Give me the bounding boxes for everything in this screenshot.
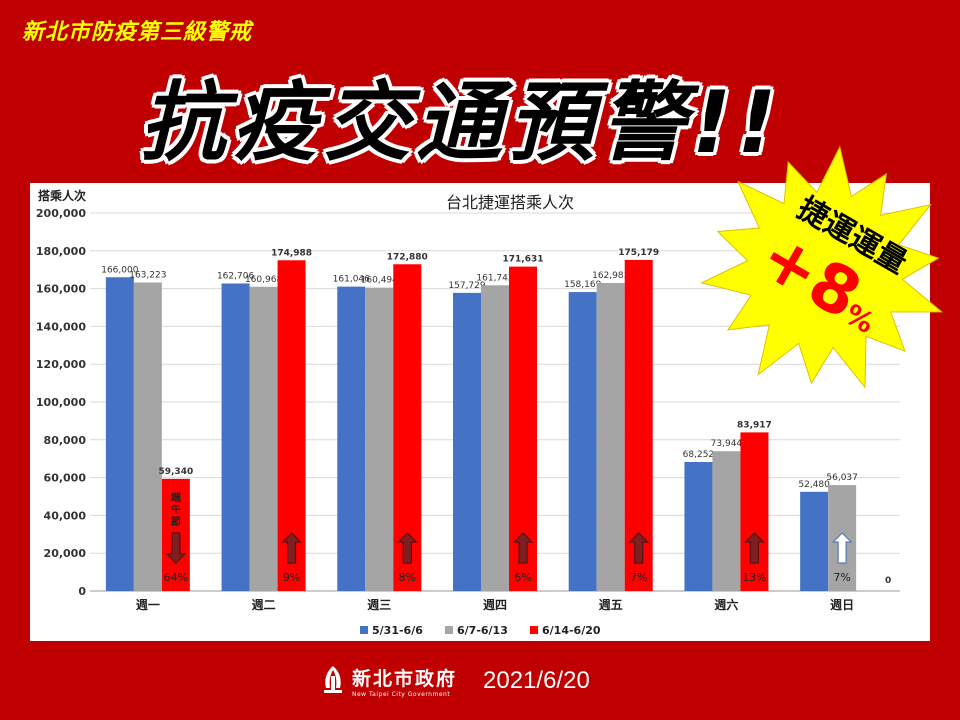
- data-label: 171,631: [503, 255, 544, 265]
- data-label: 174,988: [271, 248, 312, 258]
- change-percent: 7%: [630, 571, 647, 584]
- bar: [684, 462, 713, 591]
- x-tick-label: 週一: [136, 597, 160, 612]
- bar: [365, 287, 394, 591]
- bar: [133, 282, 162, 591]
- x-tick-label: 週二: [252, 597, 276, 612]
- y-tick-label: 100,000: [36, 396, 86, 409]
- legend-label: 5/31-6/6: [372, 624, 423, 637]
- data-label: 172,880: [387, 252, 428, 262]
- y-tick-label: 60,000: [44, 472, 87, 485]
- data-label: 161,046: [333, 275, 370, 285]
- legend-label: 6/14-6/20: [542, 624, 601, 637]
- x-tick-label: 週五: [599, 597, 623, 612]
- data-label: 68,252: [683, 450, 715, 460]
- legend-label: 6/7-6/13: [457, 624, 508, 637]
- up-arrow-icon: [628, 532, 650, 564]
- date-label: 2021/6/20: [483, 667, 590, 694]
- x-tick-label: 週六: [714, 597, 738, 612]
- bar: [221, 283, 250, 591]
- legend-swatch: [445, 626, 453, 634]
- x-tick-label: 週四: [483, 597, 507, 612]
- bar: [568, 292, 597, 591]
- data-label: 0: [885, 576, 891, 586]
- data-label: 163,223: [129, 271, 166, 281]
- government-english-name: New Taipei City Government: [352, 691, 451, 698]
- y-tick-label: 200,000: [36, 207, 86, 220]
- up-arrow-icon: [512, 532, 534, 564]
- x-tick-label: 週三: [367, 597, 391, 612]
- government-name: 新北市政府: [352, 668, 458, 690]
- up-arrow-icon: [831, 532, 853, 564]
- change-percent: 6%: [514, 571, 531, 584]
- y-tick-label: 160,000: [36, 283, 86, 296]
- data-label: 166,000: [101, 265, 138, 275]
- down-arrow-icon: [165, 532, 187, 564]
- data-label: 162,706: [217, 271, 254, 281]
- holiday-note: 端: [171, 491, 181, 504]
- y-tick-label: 0: [78, 585, 86, 598]
- alert-level-label: 新北市防疫第三級警戒: [22, 20, 253, 45]
- bar: [337, 286, 366, 591]
- headline: 抗疫交通預警!!: [138, 72, 783, 175]
- y-tick-label: 20,000: [44, 547, 87, 560]
- legend-swatch: [360, 626, 368, 634]
- data-label: 83,917: [737, 420, 772, 430]
- bar: [712, 451, 741, 591]
- starburst-callout: 捷運運量 +8 %: [700, 145, 944, 389]
- y-axis-label: 搭乘人次: [38, 188, 86, 203]
- up-arrow-icon: [743, 532, 765, 564]
- footer: 新北市政府 New Taipei City Government 2021/6/…: [320, 664, 590, 698]
- bar: [481, 285, 509, 591]
- data-label: 175,179: [618, 248, 659, 258]
- data-label: 161,742: [476, 273, 513, 283]
- x-tick-label: 週日: [830, 597, 854, 612]
- bar: [740, 432, 769, 591]
- chart-title: 台北捷運搭乘人次: [446, 193, 574, 212]
- holiday-note: 午: [171, 503, 181, 516]
- data-label: 160,968: [245, 275, 282, 285]
- change-percent: 13%: [742, 571, 766, 584]
- y-tick-label: 80,000: [44, 434, 87, 447]
- change-percent: 7%: [833, 571, 850, 584]
- data-label: 157,729: [448, 281, 485, 291]
- up-arrow-icon: [396, 532, 418, 564]
- data-label: 59,340: [158, 467, 193, 477]
- data-label: 160,494: [361, 276, 398, 286]
- data-label: 52,480: [798, 480, 830, 490]
- data-label: 158,169: [564, 280, 601, 290]
- change-percent: 64%: [164, 571, 188, 584]
- change-percent: 9%: [283, 571, 300, 584]
- bar: [596, 282, 625, 591]
- government-logo-icon: [324, 666, 342, 693]
- starburst-shape: [700, 145, 944, 389]
- data-label: 56,037: [826, 473, 858, 483]
- y-tick-label: 140,000: [36, 320, 86, 333]
- data-label: 162,981: [592, 271, 629, 281]
- ridership-chart: 0 20,000 40,000 60,000 80,000 100,000 120,000 1…: [36, 188, 900, 637]
- y-tick-label: 40,000: [44, 509, 87, 522]
- bar: [105, 277, 134, 591]
- holiday-note: 節: [171, 515, 181, 528]
- bar: [453, 292, 481, 591]
- up-arrow-icon: [281, 532, 303, 564]
- y-tick-label: 180,000: [36, 245, 86, 258]
- data-label: 73,944: [711, 439, 743, 449]
- bar: [800, 491, 829, 591]
- change-percent: 8%: [399, 571, 416, 584]
- y-tick-label: 120,000: [36, 358, 86, 371]
- legend-swatch: [530, 626, 538, 634]
- bar: [249, 286, 278, 591]
